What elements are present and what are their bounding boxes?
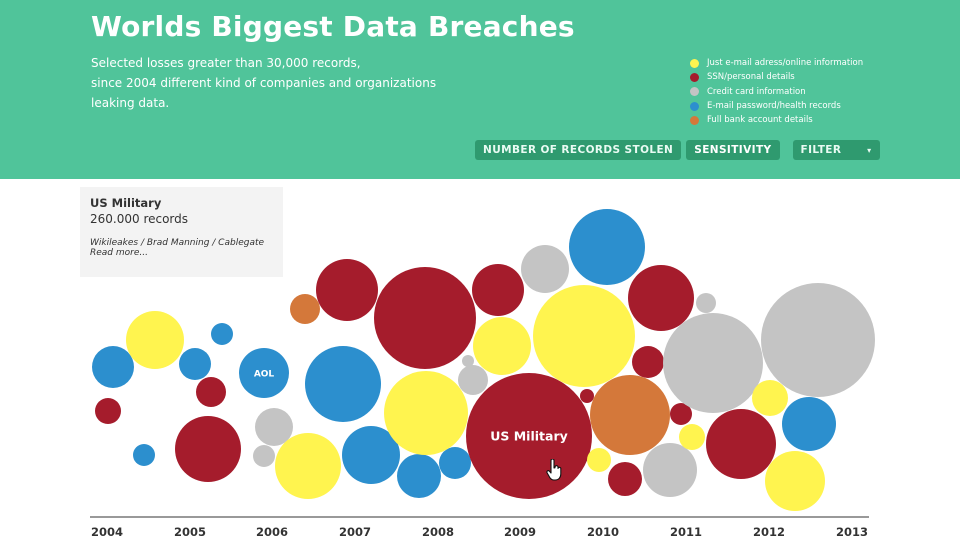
bubble-red — [175, 416, 241, 482]
x-tick-label: 2007 — [339, 525, 371, 539]
bubble-red — [608, 462, 642, 496]
bubble-red — [196, 377, 226, 407]
bubble-blue — [305, 346, 381, 422]
x-tick-label: 2004 — [91, 525, 123, 539]
tooltip-title: US Military — [90, 196, 162, 210]
tooltip-story: Wikileakes / Brad Manning / Cablegate — [90, 238, 265, 248]
x-tick-label: 2012 — [753, 525, 785, 539]
bubble-grey — [458, 365, 488, 395]
bubble-blue — [342, 426, 400, 484]
bubble-aol — [239, 348, 289, 398]
bubble-grey — [462, 355, 474, 367]
legend-swatch — [690, 58, 699, 68]
bubble-grey — [643, 443, 697, 497]
bubble-grey — [255, 408, 293, 446]
bubble-grey — [761, 283, 875, 397]
bubble-grey — [253, 445, 275, 467]
bubble-yellow — [275, 433, 341, 499]
bubble-blue — [569, 209, 645, 285]
legend-swatch — [690, 115, 699, 125]
page-subtitle: Selected losses greater than 30,000 reco… — [91, 53, 437, 113]
subtitle-line-3: leaking data. — [91, 96, 170, 110]
bubble-yellow — [752, 380, 788, 416]
bubble-yellow — [473, 317, 531, 375]
bubble-red — [374, 267, 476, 369]
x-tick-label: 2010 — [587, 525, 619, 539]
legend-item-password: E-mail password/health records — [690, 99, 863, 113]
read-more-link[interactable]: Read more... — [90, 248, 148, 258]
bubble-red — [316, 259, 378, 321]
sensitivity-button[interactable]: SENSITIVITY — [686, 140, 780, 160]
bubble-label-us-military: US Military — [490, 429, 568, 444]
x-tick-label: 2005 — [174, 525, 206, 539]
bubble-red — [95, 398, 121, 424]
bubble-yellow — [384, 371, 468, 455]
bubble-blue — [439, 447, 471, 479]
bubble-blue — [782, 397, 836, 451]
legend-label: E-mail password/health records — [707, 101, 841, 112]
legend-item-ssn: SSN/personal details — [690, 70, 863, 84]
legend-label: Credit card information — [707, 86, 806, 97]
legend-swatch — [690, 72, 699, 82]
legend-label: SSN/personal details — [707, 72, 795, 83]
bubble-yellow — [126, 311, 184, 369]
hand-cursor-icon — [546, 459, 562, 481]
header: Worlds Biggest Data Breaches Selected lo… — [0, 0, 960, 179]
tooltip-records: 260.000 records — [90, 212, 189, 226]
filter-label: FILTER — [800, 144, 842, 156]
bubble-red — [472, 264, 524, 316]
view-controls: NUMBER OF RECORDS STOLEN SENSITIVITY FIL… — [475, 140, 880, 160]
legend: Just e-mail adress/online information SS… — [690, 56, 863, 127]
legend-label: Full bank account details — [707, 115, 813, 126]
bubble-yellow — [765, 451, 825, 511]
tooltip: US Military 260.000 records Wikileakes /… — [80, 187, 283, 277]
bubble-yellow — [679, 424, 705, 450]
bubble-red — [706, 409, 776, 479]
page-title: Worlds Biggest Data Breaches — [91, 10, 575, 43]
bubble-orange — [290, 294, 320, 324]
bubble-yellow — [587, 448, 611, 472]
x-tick-label: 2009 — [504, 525, 536, 539]
bubble-red — [628, 265, 694, 331]
bubble-blue — [133, 444, 155, 466]
legend-item-email: Just e-mail adress/online information — [690, 56, 863, 70]
x-tick-label: 2011 — [670, 525, 702, 539]
bubble-grey — [663, 313, 763, 413]
bubble-grey — [521, 245, 569, 293]
bubble-blue — [397, 454, 441, 498]
bubble-blue — [179, 348, 211, 380]
bubble-red — [670, 403, 692, 425]
bubble-grey — [696, 293, 716, 313]
x-tick-label: 2013 — [836, 525, 868, 539]
x-tick-label: 2008 — [422, 525, 454, 539]
filter-dropdown[interactable]: FILTER ▾ — [792, 140, 880, 160]
bubble-red — [632, 346, 664, 378]
bubble-orange — [590, 375, 670, 455]
bubble-blue — [211, 323, 233, 345]
legend-swatch — [690, 87, 699, 97]
x-tick-label: 2006 — [256, 525, 288, 539]
legend-item-bank: Full bank account details — [690, 113, 863, 127]
chevron-down-icon: ▾ — [867, 145, 872, 155]
subtitle-line-1: Selected losses greater than 30,000 reco… — [91, 56, 361, 70]
legend-label: Just e-mail adress/online information — [707, 58, 864, 69]
legend-item-credit-card: Credit card information — [690, 85, 863, 99]
subtitle-line-2: since 2004 different kind of companies a… — [91, 76, 437, 90]
legend-swatch — [690, 101, 699, 111]
bubble-red — [580, 389, 594, 403]
bubble-label-aol: AOL — [254, 370, 275, 380]
records-stolen-button[interactable]: NUMBER OF RECORDS STOLEN — [475, 140, 682, 160]
bubble-blue — [92, 346, 134, 388]
bubble-yellow — [533, 285, 635, 387]
